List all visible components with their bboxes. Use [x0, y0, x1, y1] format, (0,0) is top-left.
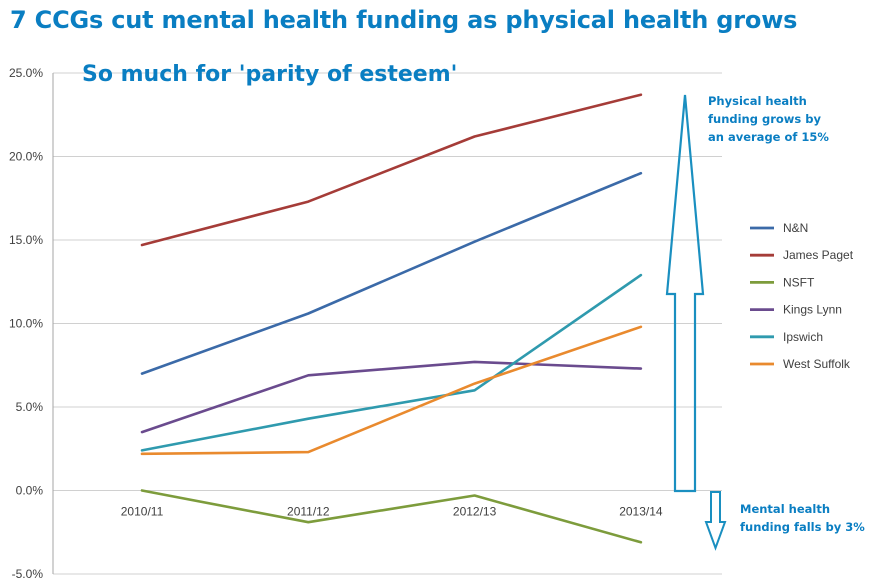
y-tick-label: 25.0% [9, 66, 43, 80]
y-tick-label: -5.0% [12, 567, 44, 581]
down-arrow-icon [704, 491, 727, 551]
legend-label: NSFT [783, 275, 815, 289]
chart-title: 7 CCGs cut mental health funding as phys… [10, 6, 798, 34]
series-line [140, 93, 643, 247]
y-axis: -5.0% 0.0% 5.0% 10.0% 15.0% 20.0% 25.0% [9, 66, 54, 581]
y-tick-label: 5.0% [16, 400, 44, 414]
x-tick-label: 2010/11 [121, 505, 164, 519]
y-tick-label: 20.0% [9, 150, 43, 164]
x-tick-label: 2011/12 [287, 505, 330, 519]
mental-health-annotation: Mental health funding falls by 3% [740, 502, 865, 534]
series-line [140, 360, 643, 434]
y-tick-label: 10.0% [9, 317, 43, 331]
legend-label: Kings Lynn [783, 303, 842, 317]
legend-label: N&N [783, 221, 808, 235]
y-tick-label: 0.0% [16, 484, 44, 498]
series-line [140, 171, 643, 375]
legend: N&N James Paget NSFT Kings Lynn Ipswich West … [750, 221, 854, 371]
grid-lines [53, 72, 722, 575]
legend-label: Ipswich [783, 330, 823, 344]
legend-label: West Suffolk [783, 357, 851, 371]
legend-label: James Paget [783, 248, 854, 262]
series-lines [140, 93, 643, 544]
up-arrow-icon [665, 94, 705, 493]
series-line [140, 273, 643, 452]
chart-subtitle: So much for 'parity of esteem' [82, 62, 458, 87]
x-tick-label: 2013/14 [619, 505, 663, 519]
x-tick-label: 2012/13 [453, 505, 497, 519]
series-line [140, 489, 643, 544]
x-axis: 2010/11 2011/12 2012/13 2013/14 [121, 505, 663, 519]
series-line [140, 325, 643, 456]
annotation-arrows [665, 94, 727, 551]
physical-health-annotation: Physical health funding grows by an aver… [708, 94, 829, 144]
y-tick-label: 15.0% [9, 233, 43, 247]
